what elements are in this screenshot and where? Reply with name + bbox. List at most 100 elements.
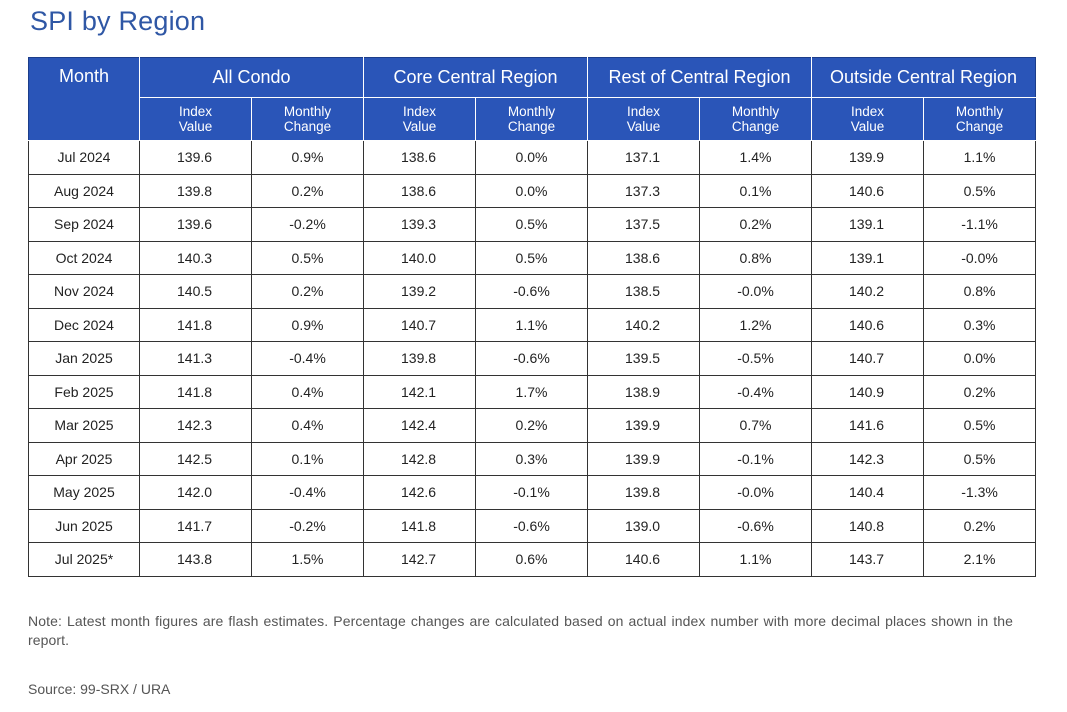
cell-index-value: 139.8 [363,341,477,376]
cell-index-value: 139.1 [811,240,925,275]
cell-index-value: 141.8 [363,508,477,543]
cell-index-value: 143.7 [811,542,925,577]
cell-monthly-change: 1.2% [699,307,813,342]
cell-index-value: 141.3 [139,341,252,376]
cell-monthly-change: -0.4% [250,341,365,376]
cell-month: Sep 2024 [28,207,140,242]
cell-index-value: 141.7 [139,508,252,543]
cell-index-value: 141.6 [811,408,925,443]
subheader-index-label: Index [178,104,213,119]
cell-monthly-change: 0.2% [923,508,1037,543]
cell-monthly-change: -0.2% [250,207,365,242]
subheader-index-value-outside-central: Index Value [811,97,925,141]
header-month: Month [28,57,140,141]
page-title: SPI by Region [30,6,206,36]
table-row: Sep 2024 139.6 -0.2% 139.3 0.5% 137.5 0.2% 139.… [28,207,1037,242]
cell-monthly-change: 0.4% [250,408,365,443]
cell-index-value: 142.5 [139,441,252,476]
source-note: Source: 99-SRX / URA [28,681,171,697]
cell-month: Nov 2024 [28,274,140,309]
cell-monthly-change: 0.5% [475,207,589,242]
cell-monthly-change: -1.3% [923,475,1037,510]
cell-month: Apr 2025 [28,441,140,476]
cell-monthly-change: -0.1% [699,441,813,476]
cell-index-value: 139.9 [587,408,701,443]
cell-monthly-change: 0.5% [250,240,365,275]
subheader-monthly-label: Monthly [731,104,780,119]
cell-index-value: 140.6 [811,307,925,342]
cell-index-value: 139.0 [587,508,701,543]
cell-index-value: 138.6 [363,140,477,175]
cell-monthly-change: 1.5% [250,542,365,577]
header-outside-central-region: Outside Central Region [811,57,1037,98]
header-rest-of-central-region: Rest of Central Region [587,57,813,98]
cell-monthly-change: 0.8% [699,240,813,275]
subheader-monthly-label: Monthly [507,104,556,119]
subheader-monthly-change-outside-central: Monthly Change [923,97,1037,141]
subheader-value-label: Value [850,119,885,134]
cell-index-value: 141.8 [139,374,252,409]
cell-monthly-change: 0.2% [699,207,813,242]
cell-index-value: 138.6 [587,240,701,275]
cell-index-value: 140.6 [811,173,925,208]
cell-index-value: 140.0 [363,240,477,275]
table-row: Aug 2024 139.8 0.2% 138.6 0.0% 137.3 0.1% 140.6… [28,173,1037,208]
subheader-monthly-change-core-central: Monthly Change [475,97,589,141]
subheader-index-value-rest-central: Index Value [587,97,701,141]
cell-monthly-change: 0.5% [923,408,1037,443]
cell-index-value: 139.3 [363,207,477,242]
cell-index-value: 140.2 [811,274,925,309]
cell-monthly-change: 1.1% [475,307,589,342]
cell-monthly-change: -0.4% [699,374,813,409]
cell-index-value: 141.8 [139,307,252,342]
cell-monthly-change: -0.6% [699,508,813,543]
cell-monthly-change: 0.6% [475,542,589,577]
table-row: Mar 2025 142.3 0.4% 142.4 0.2% 139.9 0.7% 141.6… [28,408,1037,443]
subheader-index-value-all-condo: Index Value [139,97,252,141]
table-row: Jul 2025* 143.8 1.5% 142.7 0.6% 140.6 1.1% 143.… [28,542,1037,577]
subheader-monthly-label: Monthly [283,104,332,119]
cell-index-value: 137.5 [587,207,701,242]
cell-index-value: 140.7 [363,307,477,342]
cell-monthly-change: 0.0% [923,341,1037,376]
cell-monthly-change: 0.5% [923,173,1037,208]
cell-month: Oct 2024 [28,240,140,275]
header-all-condo: All Condo [138,57,365,98]
subheader-change-label: Change [283,119,332,134]
cell-index-value: 139.9 [811,140,925,175]
spi-table: Month All Condo Core Central Region Rest… [28,57,1037,577]
cell-monthly-change: 1.1% [923,140,1037,175]
table-row: May 2025 142.0 -0.4% 142.6 -0.1% 139.8 -0.0% 14… [28,475,1037,510]
cell-monthly-change: 0.9% [250,140,365,175]
cell-index-value: 140.7 [811,341,925,376]
cell-month: Jan 2025 [28,341,140,376]
cell-monthly-change: 1.7% [475,374,589,409]
subheader-change-label: Change [507,119,556,134]
cell-month: Aug 2024 [28,173,140,208]
cell-month: Jul 2025* [28,542,140,577]
cell-index-value: 138.6 [363,173,477,208]
cell-monthly-change: 0.2% [923,374,1037,409]
cell-index-value: 138.9 [587,374,701,409]
table-body: Jul 2024 139.6 0.9% 138.6 0.0% 137.1 1.4% 139.9… [28,140,1037,577]
cell-monthly-change: 0.7% [699,408,813,443]
table-row: Oct 2024 140.3 0.5% 140.0 0.5% 138.6 0.8% 139.1… [28,240,1037,275]
cell-monthly-change: 1.1% [699,542,813,577]
subheader-value-label: Value [626,119,661,134]
cell-index-value: 142.0 [139,475,252,510]
cell-index-value: 139.8 [139,173,252,208]
cell-monthly-change: -1.1% [923,207,1037,242]
cell-monthly-change: 0.4% [250,374,365,409]
cell-index-value: 142.4 [363,408,477,443]
cell-monthly-change: 0.1% [250,441,365,476]
table-row: Jun 2025 141.7 -0.2% 141.8 -0.6% 139.0 -0.6% 14… [28,508,1037,543]
subheader-index-value-core-central: Index Value [363,97,477,141]
cell-monthly-change: 0.5% [923,441,1037,476]
cell-month: Jul 2024 [28,140,140,175]
cell-monthly-change: 0.3% [923,307,1037,342]
cell-index-value: 142.8 [363,441,477,476]
cell-monthly-change: -0.1% [475,475,589,510]
cell-monthly-change: -0.0% [699,274,813,309]
cell-index-value: 142.3 [811,441,925,476]
cell-index-value: 139.2 [363,274,477,309]
